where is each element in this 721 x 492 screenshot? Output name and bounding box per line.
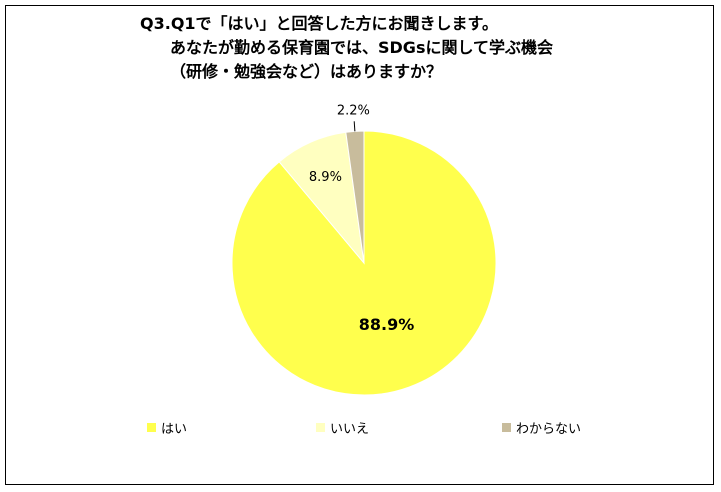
legend-item-wakaranai: わからない bbox=[502, 418, 581, 437]
legend-swatch-iie bbox=[316, 423, 325, 432]
data-label-hai: 88.9% bbox=[359, 315, 415, 334]
chart-title-line-3: （研修・勉強会など）はありますか？ bbox=[170, 62, 443, 81]
legend-label-wakaranai: わからない bbox=[516, 422, 582, 437]
legend-item-hai: はい bbox=[147, 418, 187, 437]
legend-swatch-wakaranai bbox=[502, 423, 511, 432]
data-label-wakaranai: 2.2% bbox=[337, 103, 370, 118]
legend-item-iie: いいえ bbox=[316, 418, 369, 437]
chart-title-line-2: あなたが勤める保育園では、SDGsに関して学ぶ機会 bbox=[170, 38, 553, 57]
data-label-iie: 8.9% bbox=[309, 170, 342, 185]
legend-label-hai: はい bbox=[161, 422, 188, 437]
legend-swatch-hai bbox=[147, 423, 156, 432]
leader-line-wakaranai bbox=[353, 121, 356, 132]
chart-frame bbox=[5, 5, 714, 485]
chart-title-line-1: Q3.Q1で「はい」と回答した方にお聞きします。 bbox=[140, 14, 498, 33]
legend-label-iie: いいえ bbox=[330, 422, 370, 437]
